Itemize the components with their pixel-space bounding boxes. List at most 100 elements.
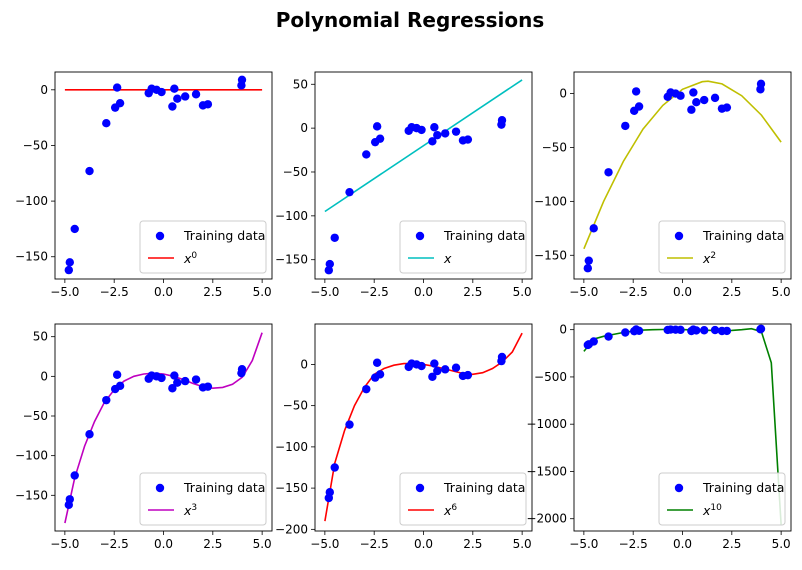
legend: Training data x3 — [139, 472, 267, 526]
data-point — [676, 91, 685, 100]
data-point — [722, 326, 732, 336]
data-point — [170, 371, 179, 380]
data-point — [330, 463, 339, 472]
x-tick-label: 5.0 — [253, 537, 272, 551]
legend-box — [658, 220, 786, 274]
y-tick-label: −100 — [15, 194, 48, 208]
x-tick-label: 0.0 — [673, 537, 692, 551]
data-point — [181, 92, 190, 101]
y-tick-label: −50 — [542, 140, 567, 154]
x-tick-label: 0.0 — [154, 537, 173, 551]
data-point — [362, 384, 371, 394]
x-tick-label: −2.5 — [100, 537, 129, 551]
data-point — [168, 102, 177, 111]
fit-line — [64, 332, 263, 524]
x-tick-label: 0.0 — [414, 537, 433, 551]
data-point — [203, 382, 213, 391]
data-point — [451, 363, 461, 372]
data-point — [687, 105, 696, 114]
data-point — [173, 94, 182, 103]
y-tick-label: −150 — [15, 250, 48, 264]
data-point — [692, 326, 701, 335]
data-point — [85, 166, 94, 176]
data-point — [203, 100, 213, 109]
data-point — [157, 373, 166, 383]
data-point — [463, 370, 473, 380]
axes-frame — [314, 323, 533, 532]
data-point — [584, 256, 593, 265]
y-tick-label: 0 — [40, 369, 48, 383]
axes-frame — [314, 71, 533, 280]
legend-marker-training — [415, 483, 425, 493]
data-point — [433, 130, 442, 140]
y-tick-label: 0 — [40, 83, 48, 97]
data-point — [65, 495, 74, 504]
x-tick-label: −5.0 — [569, 285, 598, 299]
x-tick-label: −2.5 — [619, 285, 648, 299]
legend: Training data x — [399, 220, 527, 274]
y-tick-label: −100 — [275, 440, 308, 454]
x-tick-label: −2.5 — [360, 285, 389, 299]
data-point — [325, 488, 334, 497]
x-tick-label: 5.0 — [772, 537, 791, 551]
data-point — [589, 224, 598, 233]
y-tick-label: −50 — [23, 138, 48, 152]
x-tick-label: 2.5 — [203, 285, 222, 299]
data-point — [428, 372, 437, 381]
subplot-4: −5.0 −2.5 0.0 2.5 5.0 −150 −100 −50 0 50 Training … — [15, 323, 273, 551]
legend-box — [399, 472, 527, 526]
data-point — [441, 365, 450, 374]
data-point — [700, 95, 709, 105]
fit-line — [324, 79, 523, 213]
legend-box — [658, 472, 786, 526]
data-point — [325, 259, 334, 269]
axes-frame — [573, 323, 792, 532]
data-point — [375, 370, 385, 379]
data-point — [112, 83, 122, 92]
x-tick-label: 2.5 — [722, 537, 741, 551]
data-point — [451, 127, 461, 136]
legend: Training data x6 — [399, 472, 527, 526]
y-tick-label: 0 — [300, 357, 308, 371]
data-point — [345, 187, 354, 197]
data-point — [168, 384, 177, 393]
data-point — [441, 129, 450, 138]
legend-label-training: Training data — [183, 480, 265, 495]
y-tick-label: −150 — [275, 481, 308, 495]
data-point — [463, 135, 473, 144]
legend-label-fit: x3 — [183, 503, 197, 518]
data-point — [433, 366, 442, 376]
data-point — [428, 137, 437, 146]
legend-marker-training — [155, 483, 165, 493]
data-point — [330, 233, 339, 242]
figure-title: Polynomial Regressions — [275, 8, 545, 32]
data-point — [70, 224, 79, 234]
data-point — [345, 420, 354, 429]
data-point — [70, 471, 79, 480]
y-tick-label: 50 — [293, 77, 308, 91]
data-point — [589, 337, 598, 346]
legend-label-training: Training data — [183, 228, 265, 243]
legend-label-fit: x6 — [443, 503, 457, 518]
data-point — [604, 332, 613, 341]
y-tick-label: −500 — [534, 370, 567, 384]
y-tick-label: −100 — [275, 209, 308, 223]
x-tick-label: −2.5 — [360, 537, 389, 551]
data-point — [497, 352, 507, 362]
data-point — [676, 325, 685, 335]
fit-line — [583, 80, 782, 250]
x-tick-label: 2.5 — [722, 285, 741, 299]
data-point — [631, 87, 641, 96]
legend-label-training: Training data — [702, 228, 784, 243]
y-tick-label: 0 — [300, 121, 308, 135]
x-tick-label: 5.0 — [513, 537, 532, 551]
data-point — [634, 102, 644, 111]
data-point — [756, 79, 766, 89]
data-point — [756, 324, 766, 334]
legend-box — [139, 220, 267, 274]
data-point — [692, 97, 701, 107]
data-point — [102, 395, 111, 405]
subplot-3: −5.0 −2.5 0.0 2.5 5.0 −150 −100 −50 0 Training da… — [534, 71, 792, 299]
data-point — [634, 326, 644, 336]
data-point — [85, 430, 94, 439]
